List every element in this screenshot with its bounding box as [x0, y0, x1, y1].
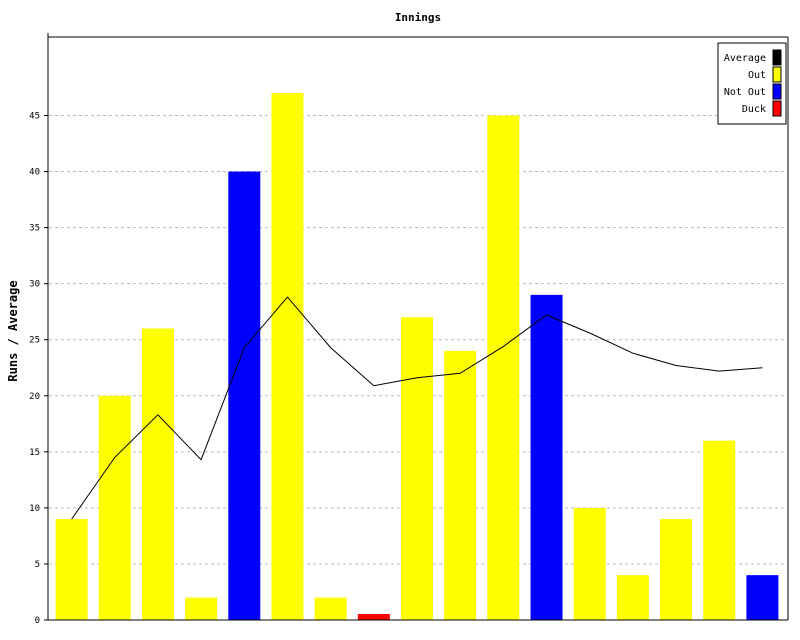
legend-label: Duck [742, 104, 766, 115]
y-axis-label: Runs / Average [6, 280, 20, 381]
legend: Average Out Not Out Duck [717, 42, 787, 125]
legend-swatch [772, 100, 782, 117]
legend-label: Out [748, 70, 766, 81]
y-tick-label: 10 [29, 504, 40, 514]
y-tick-label: 20 [29, 392, 40, 402]
innings-bar [530, 294, 563, 620]
innings-bar [401, 317, 433, 620]
innings-bar [314, 597, 347, 620]
innings-bar [228, 171, 261, 621]
legend-label: Not Out [724, 87, 766, 98]
y-tick-label: 0 [35, 616, 40, 626]
legend-label: Average [724, 53, 766, 64]
innings-bar [660, 519, 693, 620]
y-tick-label: 40 [29, 168, 40, 178]
innings-bar [98, 395, 131, 620]
innings-bar [573, 507, 606, 620]
innings-bar [616, 575, 649, 620]
innings-bar [55, 519, 88, 620]
y-tick-label: 5 [35, 560, 40, 570]
legend-swatch [772, 66, 782, 83]
y-tick-label: 30 [29, 280, 40, 290]
axes [47, 33, 789, 621]
innings-bar [357, 614, 390, 620]
y-tick-label: 25 [29, 336, 40, 346]
innings-bar [746, 575, 779, 620]
innings-bar [271, 93, 304, 621]
y-ticks: 0 5 10 15 20 25 30 35 40 45 [29, 111, 48, 626]
average-series-line [71, 296, 763, 520]
bars [55, 93, 779, 621]
innings-bar [185, 597, 218, 620]
y-tick-label: 15 [29, 448, 40, 458]
innings-bar [444, 350, 477, 620]
legend-swatch [772, 83, 782, 100]
y-tick-label: 45 [29, 111, 40, 121]
average-line [71, 296, 763, 520]
innings-bar [487, 115, 520, 620]
chart-title: Innings [395, 11, 441, 24]
innings-bar [703, 440, 736, 620]
legend-swatch [772, 49, 782, 66]
innings-bar [141, 328, 174, 620]
y-tick-label: 35 [29, 224, 40, 234]
